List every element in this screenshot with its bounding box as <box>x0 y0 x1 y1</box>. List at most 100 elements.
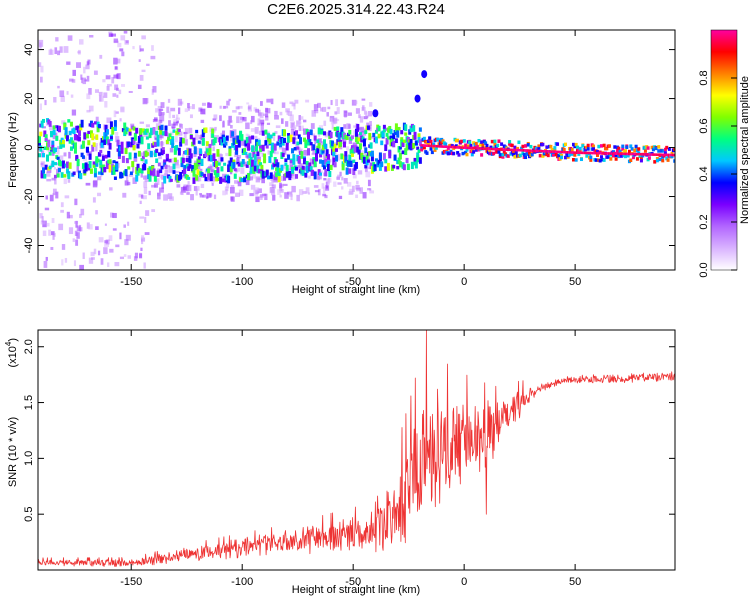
spectrogram-ridge-cell <box>342 141 346 148</box>
spectrogram-ridge-cell <box>465 152 469 157</box>
spectrogram-ridge-cell <box>59 142 63 149</box>
spectrogram-ridge-core <box>457 146 460 149</box>
spectrogram-ridge-core <box>514 148 518 152</box>
spectrogram-noise-cell <box>113 110 117 118</box>
spectrogram-ridge-core <box>594 151 598 155</box>
spectrogram-ridge-cell <box>629 158 633 163</box>
spectrogram-noise-cell <box>141 235 145 240</box>
spectrogram-noise-cell <box>168 166 174 173</box>
spectrogram-noise-cell <box>260 194 263 200</box>
spectrogram-ridge-core <box>589 151 592 155</box>
spectrogram-ridge-cell <box>358 143 362 150</box>
spectrogram-noise-cell <box>189 114 193 119</box>
spectrogram-ridge-cell <box>456 138 460 143</box>
spectrogram-ridge-cell <box>144 159 148 164</box>
spectrogram-noise-cell <box>140 48 144 52</box>
spectrogram-noise-cell <box>339 171 342 177</box>
spectrogram-noise-cell <box>354 100 358 105</box>
spectrogram-ridge-cell <box>428 136 432 140</box>
spectrogram-ridge-cell <box>340 153 344 160</box>
spectrogram-ridge-cell <box>657 145 661 149</box>
spectrogram-noise-cell <box>324 194 328 199</box>
spectrogram-ridge-cell <box>183 168 187 176</box>
spectrogram-ridge-cell <box>259 145 263 149</box>
spectrogram-noise-cell <box>160 112 165 116</box>
spectrogram-ridge-cell <box>470 148 474 152</box>
spectrogram-ridge-cell <box>324 143 328 150</box>
spectrogram-ridge-cell <box>380 161 384 168</box>
spectrogram-ridge-core <box>585 151 588 155</box>
snr-xtick-label: 0 <box>461 576 467 588</box>
spectrogram-ridge-core <box>646 153 650 156</box>
spectrogram-ridge-cell <box>670 151 674 156</box>
spectrogram-ridge-cell <box>156 139 160 147</box>
spectrogram-noise-cell <box>207 178 211 182</box>
spectrogram-ridge-cell <box>541 142 545 147</box>
spectrogram-ridge-core <box>621 152 624 156</box>
spectrogram-noise-cell <box>45 195 48 200</box>
spectrogram-noise-cell <box>279 111 283 116</box>
spectrogram-ridge-cell <box>85 133 89 139</box>
spectrogram-xlabel: Height of straight line (km) <box>292 284 420 296</box>
spectrogram-noise-cell <box>222 121 225 128</box>
spectrogram-ridge-core <box>425 144 429 147</box>
spectrogram-ridge-cell <box>269 150 273 158</box>
spectrogram-noise-cell <box>342 138 347 144</box>
snr-ylabel: SNR (10 * v/v) <box>7 417 19 487</box>
spectrogram-noise-cell <box>226 100 230 106</box>
spectrogram-ridge-cell <box>168 158 172 163</box>
spectrogram-noise-cell <box>86 151 91 156</box>
spectrogram-ridge-cell <box>179 171 183 180</box>
spectrogram-ridge-cell <box>639 157 643 161</box>
spectrogram-ridge-core <box>497 148 500 151</box>
spectrogram-noise-cell <box>270 98 274 105</box>
spectrogram-noise-cell <box>52 132 58 140</box>
spectrogram-noise-cell <box>287 111 293 117</box>
spectrogram-noise-cell <box>70 94 74 98</box>
spectrogram-ridge-cell <box>572 158 576 162</box>
spectrogram-ridge-cell <box>263 153 267 161</box>
spectrogram-ridge-cell <box>284 162 288 166</box>
spectrogram-ridge-cell <box>149 127 153 136</box>
spectrogram-noise-cell <box>250 120 253 125</box>
spectrogram-ridge-cell <box>224 141 228 146</box>
spectrogram-ridge-cell <box>120 172 124 179</box>
spectrogram-ridge-cell <box>91 122 95 128</box>
spectrogram-noise-cell <box>232 110 237 113</box>
spectrogram-ridge-cell <box>251 145 255 152</box>
spectrogram-noise-cell <box>104 223 107 226</box>
spectrogram-ridge-cell <box>289 134 293 142</box>
spectrogram-noise-cell <box>53 97 57 103</box>
spectrogram-noise-cell <box>269 182 274 187</box>
spectrogram-ridge-cell <box>164 125 168 131</box>
spectrogram-ridge-cell <box>283 173 287 181</box>
spectrogram-ridge-core <box>645 153 648 156</box>
spectrogram-ridge-cell <box>44 137 48 141</box>
spectrogram-noise-cell <box>302 191 307 194</box>
spectrogram-noise-cell <box>329 117 333 122</box>
colorbar-tick-label: 0.0 <box>698 262 710 277</box>
spectrogram-ridge-cell <box>309 129 313 136</box>
spectrogram-noise-cell <box>281 102 286 108</box>
spectrogram-ridge-core <box>485 147 488 150</box>
spectrogram-noise-cell <box>159 187 164 193</box>
spectrogram-ridge-cell <box>638 154 642 158</box>
spectrogram-ridge-cell <box>629 144 633 148</box>
spectrogram-ridge-cell <box>325 149 329 157</box>
spectrogram-noise-cell <box>73 260 77 267</box>
spectrogram-ridge-cell <box>49 130 53 138</box>
spectrogram-noise-cell <box>200 108 206 115</box>
spectrogram-noise-cell <box>321 183 325 189</box>
spectrogram-noise-cell <box>113 57 118 65</box>
spectrogram-ridge-cell <box>332 157 336 166</box>
spectrogram-ridge-cell <box>304 142 308 148</box>
spectrogram-ridge-cell <box>409 125 413 133</box>
spectrogram-ridge-cell <box>574 142 578 147</box>
spectrogram-ridge-cell <box>161 150 165 155</box>
spectrogram-noise-cell <box>260 122 264 126</box>
spectrogram-noise-cell <box>105 75 111 80</box>
spectrogram-ridge-cell <box>392 164 396 169</box>
spectrogram-noise-cell <box>143 98 149 104</box>
chart-title: C2E6.2025.314.22.43.R24 <box>267 1 445 18</box>
spectrogram-ridge-cell <box>413 157 417 162</box>
